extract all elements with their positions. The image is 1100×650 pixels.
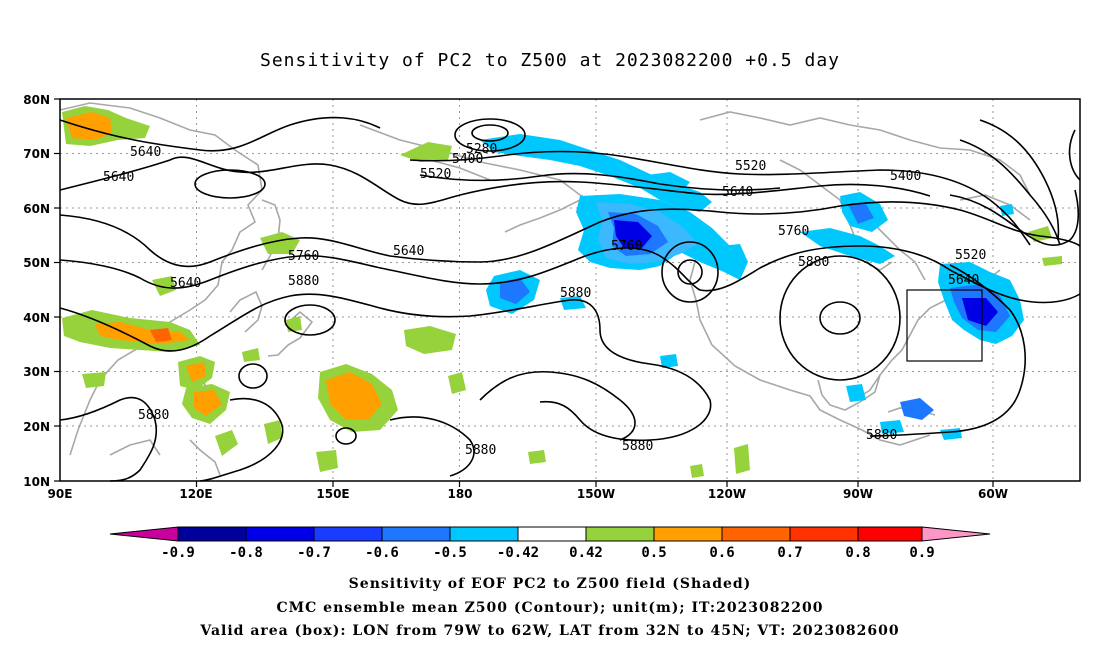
lon-tick-label: 90E (48, 487, 73, 501)
colorbar-label: 0.5 (641, 545, 666, 561)
lon-tick-label: 120W (708, 487, 746, 501)
positive-shading (62, 106, 1062, 478)
contour-label: 5640 (393, 244, 424, 259)
contour-label: 5640 (948, 273, 979, 288)
map-panel: 5640 5640 5640 5640 5280 5400 5520 5520 … (59, 98, 1081, 482)
colorbar-swatch (721, 526, 791, 542)
contour-label: 5640 (103, 170, 134, 185)
colorbar-label: -0.6 (365, 545, 399, 561)
contour-label: 5760 (611, 239, 642, 254)
colorbar-label: 0.7 (777, 545, 802, 561)
lat-axis-labels: 80N 70N 60N 50N 40N 30N 20N 10N (23, 93, 50, 489)
contour-label: 5280 (466, 142, 497, 157)
lon-tick-label: 120E (179, 487, 212, 501)
axis-tick-marks (54, 98, 994, 487)
contour-label: 5760 (778, 224, 809, 239)
lat-tick-label: 20N (23, 420, 50, 434)
colorbar-swatch (585, 526, 655, 542)
colorbar-label: -0.7 (297, 545, 331, 561)
lat-tick-label: 60N (23, 202, 50, 216)
contour-label: 5880 (465, 443, 496, 458)
colorbar-swatch (381, 526, 451, 542)
contour-labels: 5640 5640 5640 5640 5280 5400 5520 5520 … (103, 142, 986, 458)
coastlines (59, 102, 1031, 476)
colorbar-label: 0.8 (845, 545, 870, 561)
lon-tick-label: 60W (978, 487, 1008, 501)
colorbar-swatch (245, 526, 315, 542)
contour-label: 5520 (955, 248, 986, 263)
lat-tick-label: 70N (23, 147, 50, 161)
z500-contours (59, 116, 1081, 482)
lat-tick-label: 80N (23, 93, 50, 107)
contour-label: 5880 (138, 408, 169, 423)
colorbar-swatch (789, 526, 859, 542)
colorbar-swatch (449, 526, 519, 542)
colorbar-label: -0.5 (433, 545, 467, 561)
colorbar-label: 0.42 (569, 545, 603, 561)
colorbar-swatch (517, 526, 587, 542)
colorbar-swatch (653, 526, 723, 542)
lon-tick-label: 180 (447, 487, 472, 501)
contour-label: 5880 (798, 255, 829, 270)
caption-contour: CMC ensemble mean Z500 (Contour); unit(m… (276, 600, 824, 616)
lat-tick-label: 10N (23, 475, 50, 489)
lat-tick-label: 40N (23, 311, 50, 325)
caption-valid-area: Valid area (box): LON from 79W to 62W, L… (200, 623, 900, 639)
colorbar: -0.9 -0.8 -0.7 -0.6 -0.5 -0.42 0.42 0.5 … (109, 526, 991, 561)
contour-label: 5640 (130, 145, 161, 160)
lon-tick-label: 150E (316, 487, 349, 501)
colorbar-high-extension (921, 526, 991, 542)
negative-shading (480, 134, 1024, 440)
contour-label: 5640 (722, 185, 753, 200)
contour-label: 5880 (560, 286, 591, 301)
valid-area-box (906, 289, 983, 362)
caption-shading: Sensitivity of EOF PC2 to Z500 field (Sh… (348, 576, 752, 592)
contour-label: 5520 (420, 167, 451, 182)
colorbar-label: -0.9 (161, 545, 195, 561)
lon-tick-label: 150W (577, 487, 615, 501)
contour-label: 5400 (452, 152, 483, 167)
colorbar-swatch (857, 526, 923, 542)
lon-axis-labels: 90E 120E 150E 180 150W 120W 90W 60W (48, 487, 1008, 501)
colorbar-label: 0.6 (709, 545, 734, 561)
lon-tick-label: 90W (843, 487, 873, 501)
contour-label: 5640 (170, 276, 201, 291)
colorbar-label: -0.8 (229, 545, 263, 561)
contour-label: 5880 (288, 274, 319, 289)
contour-label: 5520 (735, 159, 766, 174)
colorbar-label: 0.9 (909, 545, 934, 561)
contour-label: 5400 (890, 169, 921, 184)
chart-title: Sensitivity of PC2 to Z500 at 2023082200… (259, 50, 840, 71)
colorbar-low-extension (109, 526, 179, 542)
colorbar-label: -0.42 (497, 545, 539, 561)
contour-label: 5880 (866, 428, 897, 443)
contour-label: 5880 (622, 439, 653, 454)
contour-label: 5760 (288, 249, 319, 264)
colorbar-swatch (177, 526, 247, 542)
lat-tick-label: 50N (23, 256, 50, 270)
map-frame (59, 98, 1081, 482)
colorbar-swatch (313, 526, 383, 542)
lat-tick-label: 30N (23, 365, 50, 379)
